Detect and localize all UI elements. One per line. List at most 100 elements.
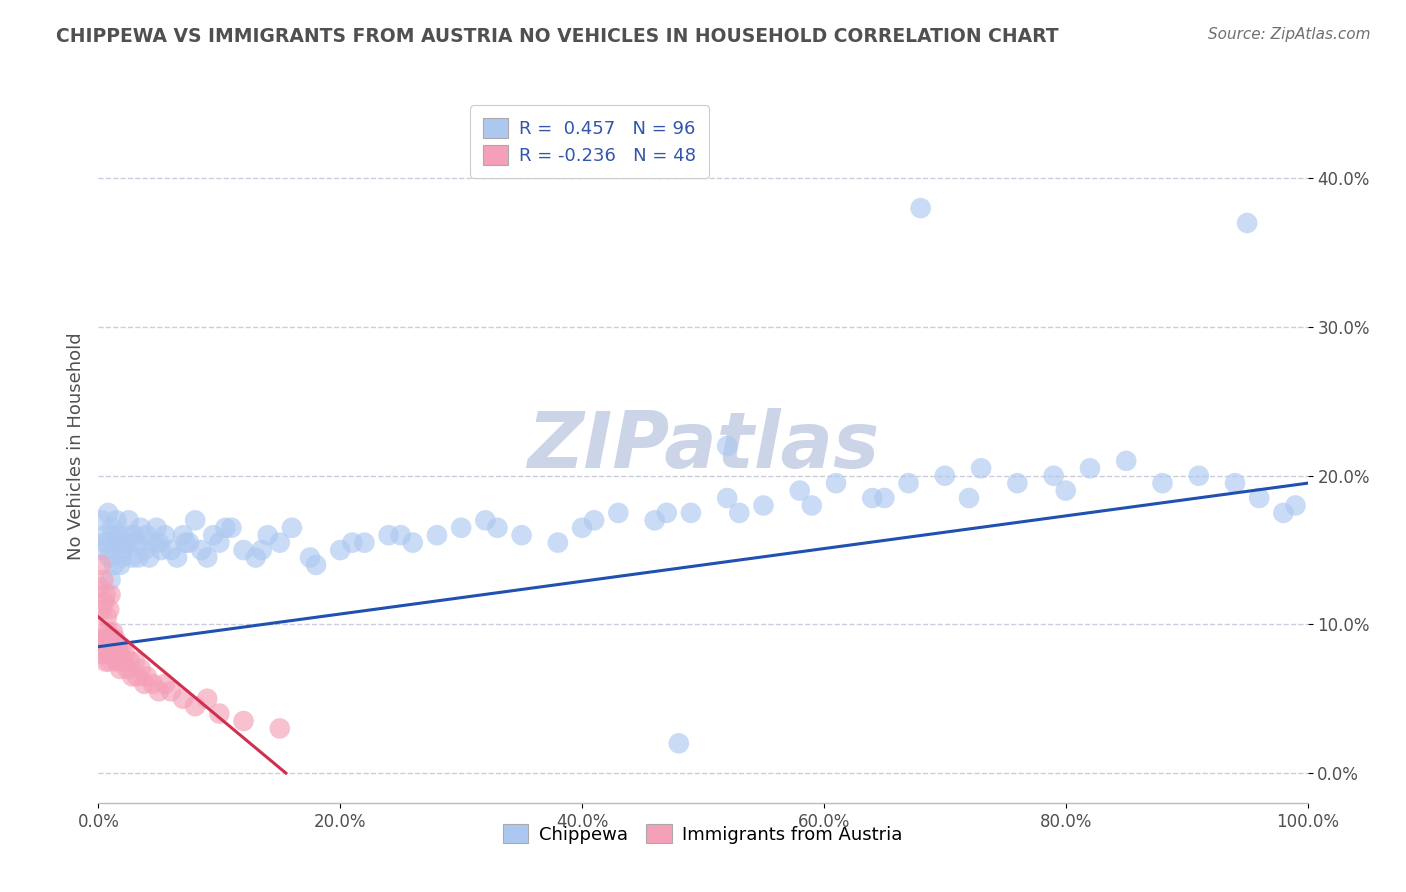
Y-axis label: No Vehicles in Household: No Vehicles in Household bbox=[66, 332, 84, 560]
Point bbox=[118, 513, 141, 527]
Point bbox=[184, 699, 207, 714]
Point bbox=[679, 506, 702, 520]
Point bbox=[873, 491, 896, 505]
Point bbox=[89, 580, 111, 594]
Point bbox=[96, 632, 118, 647]
Point bbox=[250, 543, 273, 558]
Point bbox=[668, 736, 690, 750]
Point bbox=[174, 535, 197, 549]
Point bbox=[94, 528, 117, 542]
Text: CHIPPEWA VS IMMIGRANTS FROM AUSTRIA NO VEHICLES IN HOUSEHOLD CORRELATION CHART: CHIPPEWA VS IMMIGRANTS FROM AUSTRIA NO V… bbox=[56, 27, 1059, 45]
Point bbox=[104, 632, 127, 647]
Point bbox=[1236, 216, 1258, 230]
Point bbox=[97, 506, 120, 520]
Point bbox=[281, 521, 304, 535]
Point bbox=[101, 624, 124, 639]
Point bbox=[269, 722, 291, 736]
Point bbox=[256, 528, 278, 542]
Point bbox=[148, 535, 170, 549]
Point bbox=[134, 677, 156, 691]
Point bbox=[103, 558, 125, 572]
Point bbox=[93, 640, 115, 654]
Point bbox=[402, 535, 425, 549]
Point bbox=[98, 602, 121, 616]
Point bbox=[145, 521, 167, 535]
Point bbox=[107, 640, 129, 654]
Point bbox=[94, 655, 117, 669]
Point bbox=[127, 669, 149, 683]
Point bbox=[115, 535, 138, 549]
Point bbox=[100, 640, 122, 654]
Point bbox=[98, 655, 121, 669]
Point bbox=[160, 684, 183, 698]
Point bbox=[121, 669, 143, 683]
Point bbox=[789, 483, 811, 498]
Point bbox=[486, 521, 509, 535]
Point bbox=[934, 468, 956, 483]
Point bbox=[583, 513, 606, 527]
Point bbox=[1188, 468, 1211, 483]
Point bbox=[135, 528, 157, 542]
Point bbox=[91, 513, 114, 527]
Point bbox=[98, 550, 121, 565]
Point bbox=[232, 714, 254, 728]
Point bbox=[108, 647, 131, 661]
Text: ZIPatlas: ZIPatlas bbox=[527, 408, 879, 484]
Point bbox=[970, 461, 993, 475]
Point bbox=[108, 558, 131, 572]
Point bbox=[342, 535, 364, 549]
Point bbox=[1078, 461, 1101, 475]
Point bbox=[245, 550, 267, 565]
Text: Source: ZipAtlas.com: Source: ZipAtlas.com bbox=[1208, 27, 1371, 42]
Point bbox=[97, 647, 120, 661]
Point bbox=[103, 647, 125, 661]
Point bbox=[426, 528, 449, 542]
Point bbox=[93, 595, 115, 609]
Point bbox=[111, 543, 134, 558]
Point bbox=[105, 655, 128, 669]
Point bbox=[547, 535, 569, 549]
Point bbox=[1115, 454, 1137, 468]
Point bbox=[208, 706, 231, 721]
Point bbox=[91, 602, 114, 616]
Point bbox=[353, 535, 375, 549]
Point bbox=[232, 543, 254, 558]
Point bbox=[135, 669, 157, 683]
Legend: Chippewa, Immigrants from Austria: Chippewa, Immigrants from Austria bbox=[496, 816, 910, 851]
Point bbox=[94, 588, 117, 602]
Point bbox=[1223, 476, 1246, 491]
Point bbox=[269, 535, 291, 549]
Point bbox=[114, 535, 136, 549]
Point bbox=[728, 506, 751, 520]
Point bbox=[100, 632, 122, 647]
Point bbox=[377, 528, 399, 542]
Point bbox=[655, 506, 678, 520]
Point bbox=[860, 491, 883, 505]
Point bbox=[117, 662, 139, 676]
Point bbox=[510, 528, 533, 542]
Point bbox=[716, 439, 738, 453]
Point bbox=[1272, 506, 1295, 520]
Point bbox=[91, 573, 114, 587]
Point bbox=[108, 528, 131, 542]
Point bbox=[299, 550, 322, 565]
Point bbox=[91, 647, 114, 661]
Point bbox=[1249, 491, 1271, 505]
Point bbox=[150, 543, 173, 558]
Point bbox=[179, 535, 201, 549]
Point bbox=[91, 624, 114, 639]
Point bbox=[172, 528, 194, 542]
Point bbox=[1042, 468, 1064, 483]
Point bbox=[644, 513, 666, 527]
Point bbox=[148, 684, 170, 698]
Point bbox=[142, 677, 165, 691]
Point bbox=[221, 521, 243, 535]
Point bbox=[752, 499, 775, 513]
Point bbox=[138, 550, 160, 565]
Point bbox=[329, 543, 352, 558]
Point bbox=[214, 521, 236, 535]
Point bbox=[96, 535, 118, 549]
Point bbox=[105, 513, 128, 527]
Point bbox=[110, 640, 132, 654]
Point bbox=[202, 528, 225, 542]
